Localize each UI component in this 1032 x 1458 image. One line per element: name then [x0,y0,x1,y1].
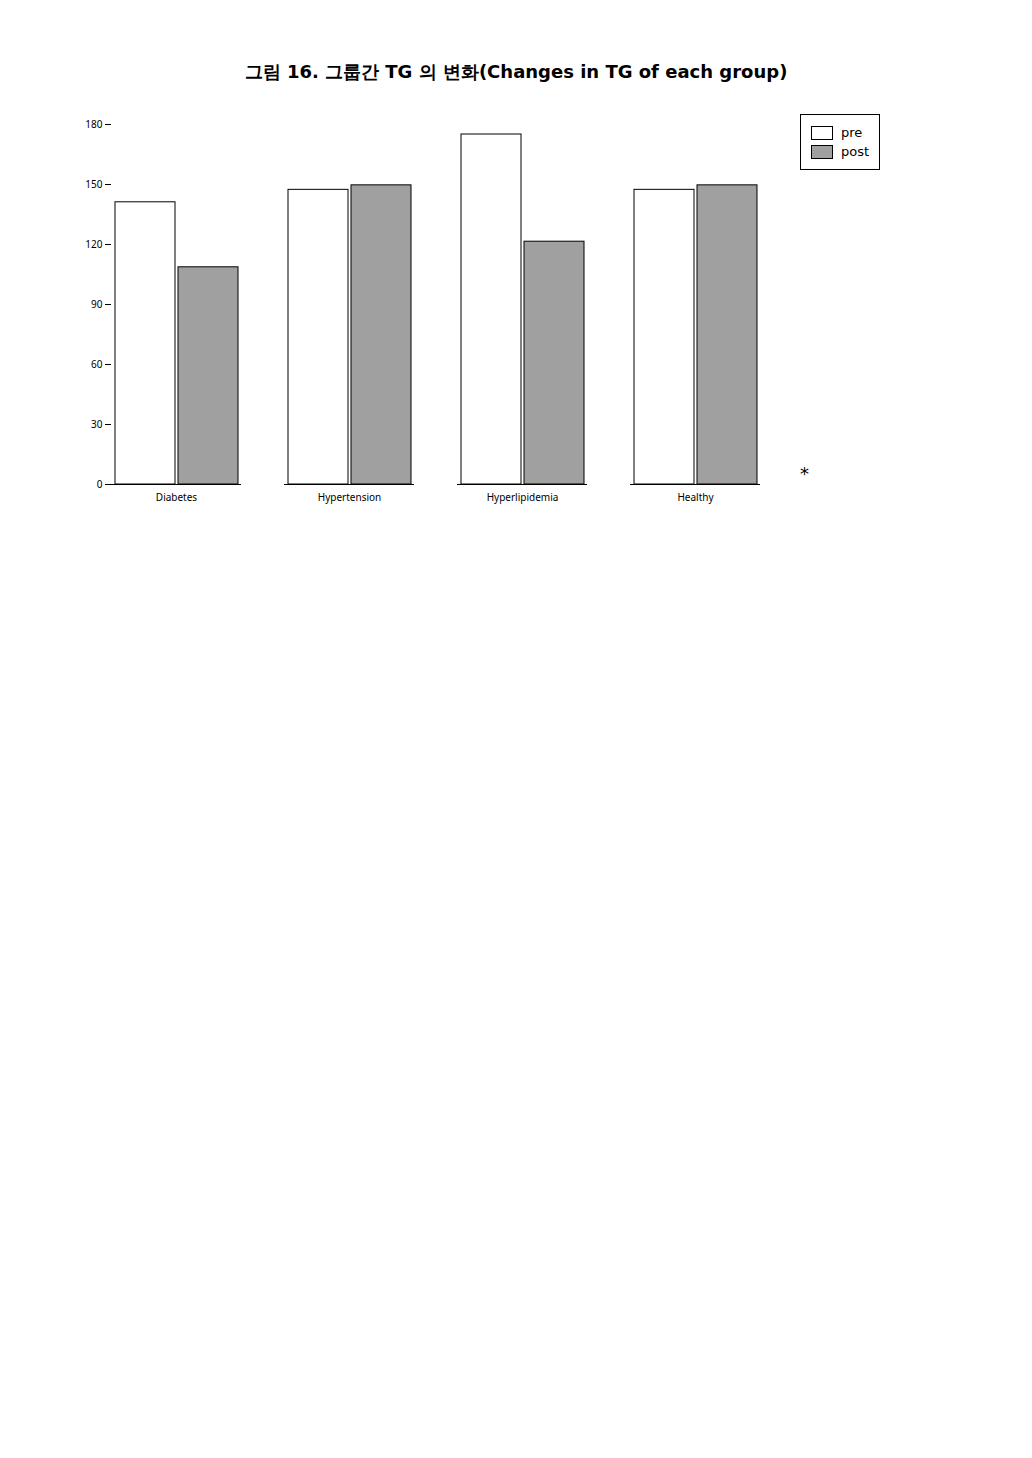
html-text:그림 16. 그룹간 TG 의 변화(Changes in: 그림 16. 그룹간 TG 의 변화(Changes in TG of each… [244,61,788,82]
svg-text:30: 30 [91,417,103,431]
svg-text:Hypertension: Hypertension [318,490,381,504]
svg-text:60: 60 [91,357,103,371]
svg-text:180: 180 [85,117,102,131]
svg-text:90: 90 [91,297,103,311]
svg-text:0: 0 [97,477,103,491]
html-text:pre: pre [841,125,863,140]
html-text:post: post [841,144,870,159]
svg-text:Hyperlipidemia: Hyperlipidemia [487,490,559,504]
svg-text:Healthy: Healthy [677,490,714,504]
svg-text:Diabetes: Diabetes [156,490,198,504]
svg-text:120: 120 [85,237,102,251]
svg-text:150: 150 [85,177,102,191]
